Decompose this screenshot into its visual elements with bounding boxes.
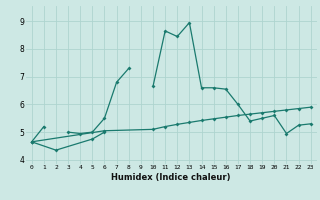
X-axis label: Humidex (Indice chaleur): Humidex (Indice chaleur) (111, 173, 231, 182)
